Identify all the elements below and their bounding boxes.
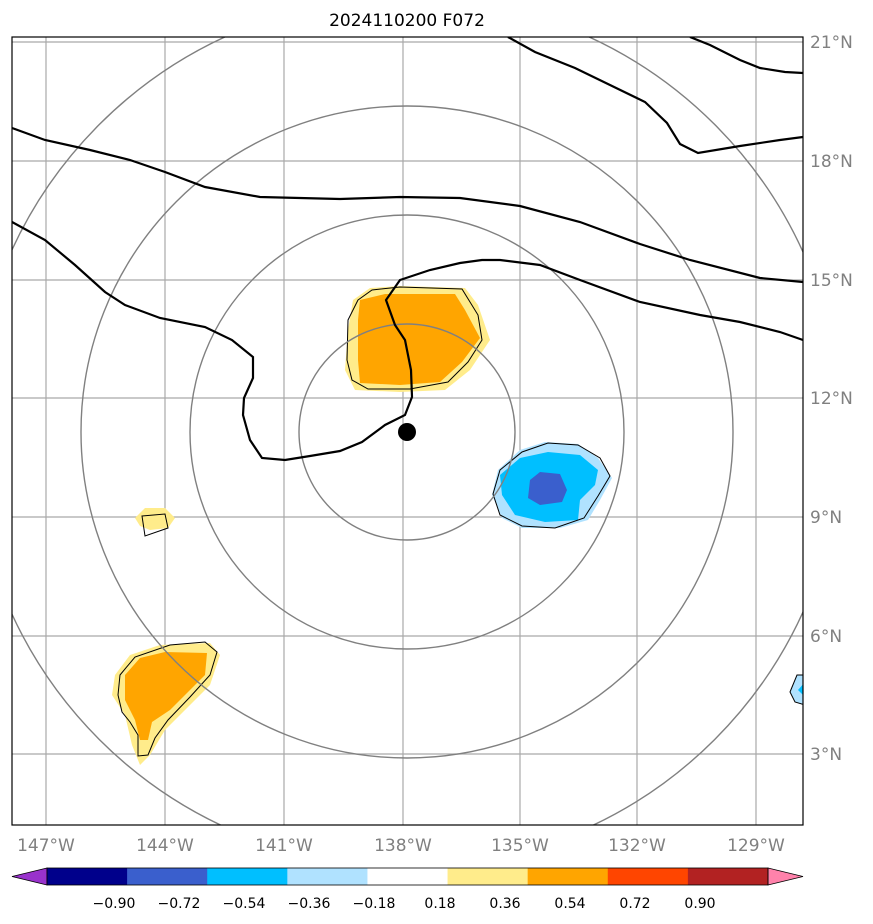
colorbar-tick-label: 0.18	[424, 896, 455, 912]
lat-label: 12°N	[810, 389, 853, 409]
lon-label: 132°W	[608, 836, 666, 856]
colorbar-segment	[367, 868, 449, 885]
longitude-labels: 147°W 144°W 141°W 138°W 135°W 132°W 129°…	[17, 836, 785, 856]
colorbar-tick-label: −0.36	[288, 896, 331, 912]
lat-label: 21°N	[810, 33, 853, 53]
colorbar-segment	[527, 868, 609, 885]
contour-lines	[12, 37, 803, 462]
colorbar-segment	[207, 868, 288, 885]
lat-label: 9°N	[810, 508, 842, 528]
lat-label: 18°N	[810, 152, 853, 172]
lat-label: 3°N	[810, 745, 842, 765]
colorbar-tick-label: 0.54	[554, 896, 585, 912]
anomaly-fill-positive-north	[345, 286, 490, 392]
map-frame	[11, 36, 804, 826]
colorbar-segment	[447, 868, 529, 885]
anomaly-fill-negative-edge	[789, 674, 803, 705]
colorbar-extend-low	[11, 867, 48, 886]
latitude-labels: 21°N 18°N 15°N 12°N 9°N 6°N 3°N	[810, 33, 853, 765]
storm-center-marker	[398, 423, 416, 441]
colorbar-outline	[46, 867, 769, 886]
colorbar-segment	[127, 868, 208, 885]
lon-label: 129°W	[727, 836, 785, 856]
colorbar-tick-label: 0.72	[619, 896, 650, 912]
colorbar-segments	[11, 867, 804, 886]
colorbar-ticks: −0.90 −0.72 −0.54 −0.36 −0.18 0.18 0.36 …	[93, 896, 716, 912]
lat-label: 15°N	[810, 271, 853, 291]
lon-label: 144°W	[136, 836, 194, 856]
anomaly-fill-negative	[492, 442, 612, 529]
colorbar-tick-label: 0.36	[489, 896, 520, 912]
range-rings	[12, 37, 803, 825]
colorbar-segment	[47, 868, 128, 885]
anomaly-fill-positive-small	[135, 508, 175, 537]
colorbar-segment	[687, 868, 769, 885]
colorbar-segment	[287, 868, 368, 885]
colorbar-tick-label: −0.18	[353, 896, 396, 912]
anomaly-fill-positive-south	[112, 641, 220, 765]
lat-label: 6°N	[810, 627, 842, 647]
colorbar-segment	[607, 868, 689, 885]
lon-label: 138°W	[374, 836, 432, 856]
map-area	[12, 37, 803, 825]
colorbar-extend-high	[767, 867, 804, 886]
lon-label: 141°W	[255, 836, 313, 856]
colorbar-tick-label: −0.90	[93, 896, 136, 912]
colorbar: −0.90 −0.72 −0.54 −0.36 −0.18 0.18 0.36 …	[11, 867, 804, 912]
lon-label: 135°W	[491, 836, 549, 856]
colorbar-tick-label: −0.54	[223, 896, 266, 912]
lon-label: 147°W	[17, 836, 75, 856]
colorbar-tick-label: −0.72	[158, 896, 201, 912]
map-title: 2024110200 F072	[329, 11, 485, 31]
colorbar-tick-label: 0.90	[684, 896, 715, 912]
